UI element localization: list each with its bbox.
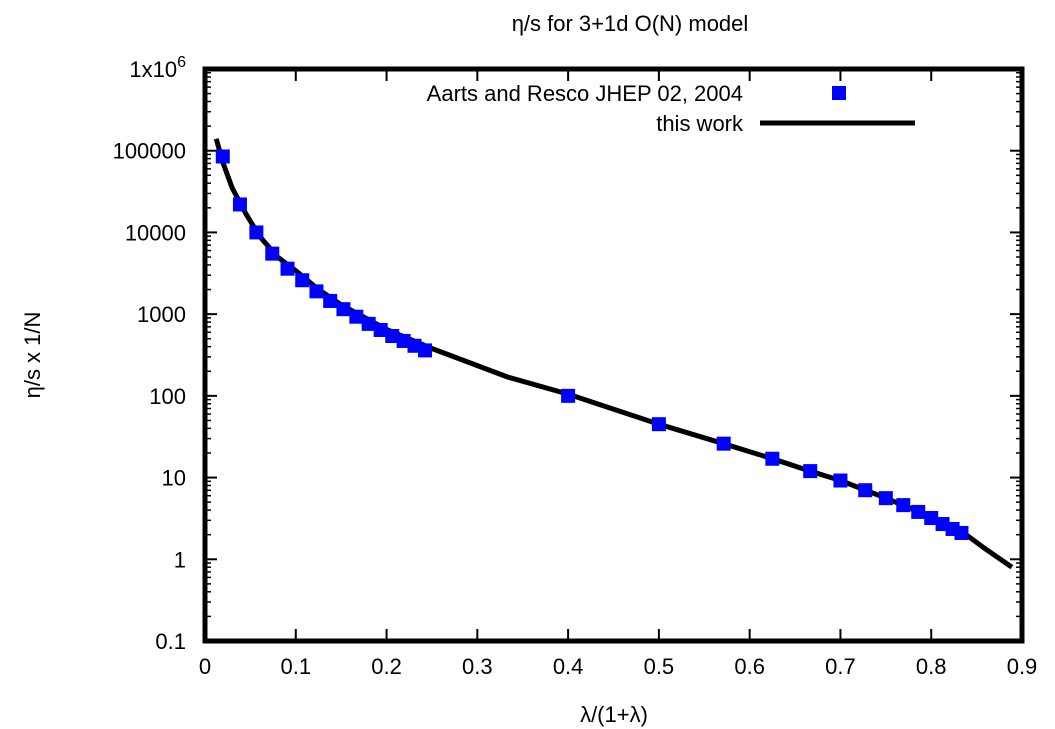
x-tick-label: 0.7 — [825, 654, 856, 679]
plot-area — [213, 138, 1014, 570]
data-point-aarts-resco — [896, 498, 911, 513]
chart-title: η/s for 3+1d O(N) model — [512, 11, 749, 36]
axis-ticks: 0 0.1 0.2 0.3 0.4 0.5 0.6 0.7 0.8 0.9 0.1 1 10 100 100… — [113, 54, 1038, 679]
x-tick-label: 0.8 — [916, 654, 947, 679]
data-point-aarts-resco — [716, 436, 731, 451]
y-tick-label: 1x106 — [129, 54, 186, 82]
legend-label-aarts-resco: Aarts and Resco JHEP 02, 2004 — [427, 81, 743, 106]
data-point-aarts-resco — [323, 293, 338, 308]
x-tick-label: 0.1 — [280, 654, 311, 679]
x-tick-label: 0.4 — [553, 654, 584, 679]
y-tick-label: 10000 — [125, 220, 186, 245]
y-tick-label-exponent: 6 — [177, 54, 186, 71]
data-point-aarts-resco — [309, 284, 324, 299]
x-tick-label: 0.9 — [1007, 654, 1038, 679]
plot-frame — [202, 66, 1025, 644]
y-tick-label-base: 1x10 — [129, 57, 177, 82]
data-point-aarts-resco — [954, 525, 969, 540]
data-point-aarts-resco — [361, 316, 376, 331]
data-point-aarts-resco — [265, 246, 280, 261]
data-point-aarts-resco — [215, 149, 230, 164]
x-tick-label: 0.5 — [644, 654, 675, 679]
data-point-aarts-resco — [418, 343, 433, 358]
y-tick-label: 1 — [174, 547, 186, 572]
data-point-aarts-resco — [878, 491, 893, 506]
legend-marker-aarts-resco — [832, 86, 846, 100]
x-axis-label: λ/(1+λ) — [580, 702, 648, 727]
legend: Aarts and Resco JHEP 02, 2004 this work — [427, 81, 915, 136]
y-tick-label: 100 — [149, 384, 186, 409]
data-point-aarts-resco — [385, 329, 400, 344]
data-point-aarts-resco — [858, 483, 873, 498]
x-tick-label: 0.2 — [371, 654, 402, 679]
data-point-aarts-resco — [396, 333, 411, 348]
x-tick-label: 0 — [199, 654, 211, 679]
x-tick-label: 0.6 — [734, 654, 765, 679]
data-point-aarts-resco — [561, 388, 576, 403]
y-axis-label: η/s x 1/N — [20, 312, 45, 399]
data-point-aarts-resco — [911, 504, 926, 519]
data-point-aarts-resco — [280, 261, 295, 276]
y-tick-label: 100000 — [113, 139, 186, 164]
data-point-aarts-resco — [249, 225, 264, 240]
data-point-aarts-resco — [651, 417, 666, 432]
data-point-aarts-resco — [336, 302, 351, 317]
y-tick-label: 1000 — [137, 302, 186, 327]
data-point-aarts-resco — [803, 464, 818, 479]
y-tick-label: 0.1 — [155, 629, 186, 654]
x-tick-label: 0.3 — [462, 654, 493, 679]
data-point-aarts-resco — [765, 451, 780, 466]
data-point-aarts-resco — [407, 338, 422, 353]
data-point-aarts-resco — [232, 197, 247, 212]
legend-label-this-work: this work — [656, 111, 744, 136]
data-point-aarts-resco — [295, 273, 310, 288]
data-point-aarts-resco — [833, 473, 848, 488]
data-point-aarts-resco — [349, 309, 364, 324]
data-point-aarts-resco — [924, 511, 939, 526]
y-tick-label: 10 — [162, 466, 186, 491]
data-point-aarts-resco — [373, 322, 388, 337]
